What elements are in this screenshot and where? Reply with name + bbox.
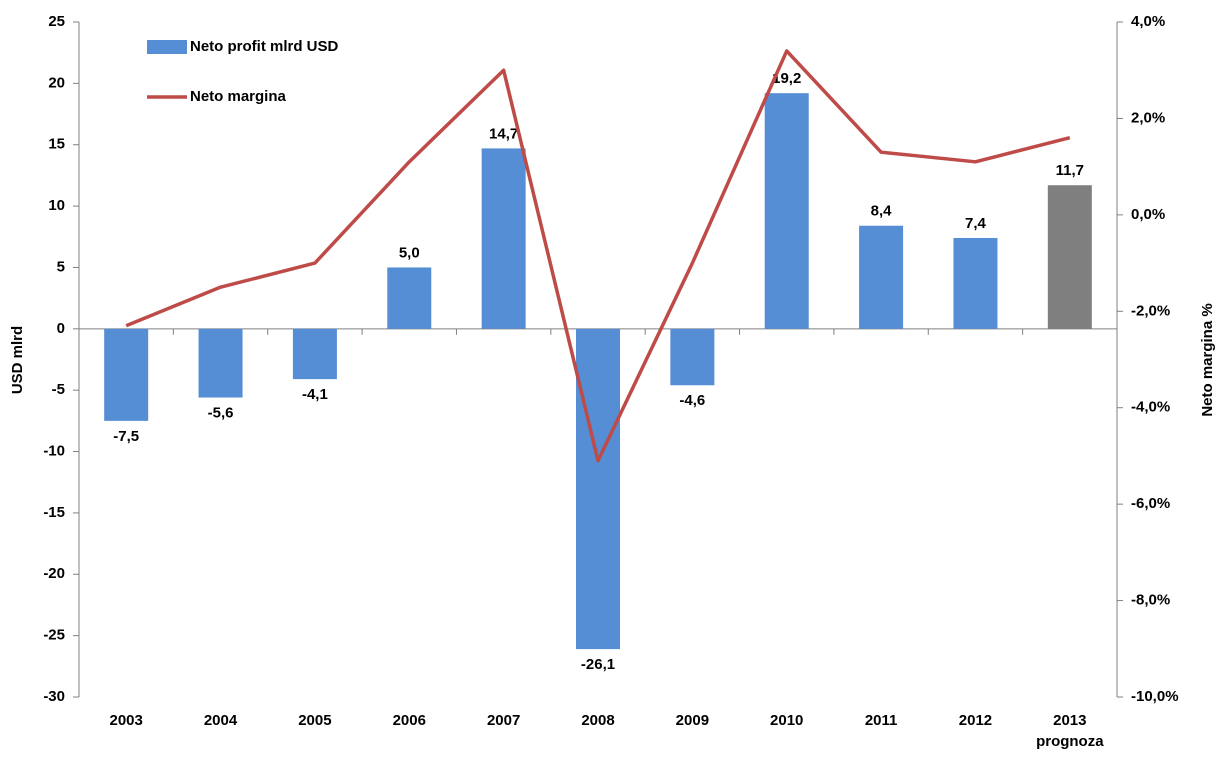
bar xyxy=(198,328,243,398)
y2-tick-label: -4,0% xyxy=(1131,399,1170,416)
y-tick-label: -20 xyxy=(43,565,65,582)
bar xyxy=(859,225,904,329)
data-label: -4,6 xyxy=(679,392,705,409)
x-tick-label: 2009 xyxy=(676,712,709,729)
data-label: 19,2 xyxy=(772,70,801,87)
y-axis-label: USD mlrd xyxy=(9,326,26,394)
bar xyxy=(481,148,526,329)
x-tick-label: 2004 xyxy=(204,712,238,729)
y-tick-label: 0 xyxy=(57,320,65,337)
bar xyxy=(953,238,998,329)
y2-tick-label: 2,0% xyxy=(1131,109,1165,126)
line xyxy=(125,49,1071,463)
data-label: 14,7 xyxy=(489,125,518,142)
bar xyxy=(387,267,432,329)
y2-tick-label: -8,0% xyxy=(1131,592,1170,609)
y-tick-label: 10 xyxy=(48,197,65,214)
data-label: -5,6 xyxy=(208,405,234,422)
y-tick-label: -25 xyxy=(43,627,65,644)
x-tick-label: 2005 xyxy=(298,712,331,729)
x-tick-label: 2007 xyxy=(487,712,520,729)
legend-label: Neto margina xyxy=(190,88,287,105)
y-tick-label: 5 xyxy=(57,258,65,275)
y2-axis-label: Neto margina % xyxy=(1199,303,1216,416)
data-label: -7,5 xyxy=(113,428,139,445)
y-tick-label: 20 xyxy=(48,74,65,91)
data-label: 11,7 xyxy=(1056,162,1084,179)
y-tick-label: -15 xyxy=(43,504,65,521)
x-tick-label: 2013 xyxy=(1053,712,1086,729)
x-tick-label: 2003 xyxy=(109,712,142,729)
y-tick-label: -5 xyxy=(52,381,65,398)
data-label: 7,4 xyxy=(965,215,987,232)
y2-tick-label: -2,0% xyxy=(1131,302,1170,319)
y2-tick-label: -6,0% xyxy=(1131,495,1170,512)
y-tick-label: -30 xyxy=(43,688,65,705)
y2-tick-label: 4,0% xyxy=(1131,13,1165,30)
y2-tick-label: -10,0% xyxy=(1131,688,1179,705)
bar xyxy=(104,328,149,421)
x-tick-label: 2010 xyxy=(770,712,803,729)
data-label: -26,1 xyxy=(581,656,615,673)
data-label: 5,0 xyxy=(399,244,420,261)
data-label: -4,1 xyxy=(302,386,328,403)
x-tick-label: 2012 xyxy=(959,712,992,729)
bar xyxy=(670,328,715,386)
y-tick-label: 15 xyxy=(48,136,65,153)
bar xyxy=(292,328,337,380)
bar xyxy=(764,93,809,329)
data-label: 8,4 xyxy=(871,203,893,220)
x-tick-note: prognoza xyxy=(1036,733,1104,750)
legend-swatch xyxy=(147,40,187,54)
bar xyxy=(1047,185,1092,329)
legend-label: Neto profit mlrd USD xyxy=(190,38,338,55)
y-tick-label: -10 xyxy=(43,443,65,460)
y2-tick-label: 0,0% xyxy=(1131,206,1165,223)
x-tick-label: 2011 xyxy=(865,712,898,729)
x-tick-label: 2008 xyxy=(581,712,614,729)
x-tick-label: 2006 xyxy=(393,712,426,729)
y-tick-label: 25 xyxy=(48,13,65,30)
bar xyxy=(576,328,620,650)
